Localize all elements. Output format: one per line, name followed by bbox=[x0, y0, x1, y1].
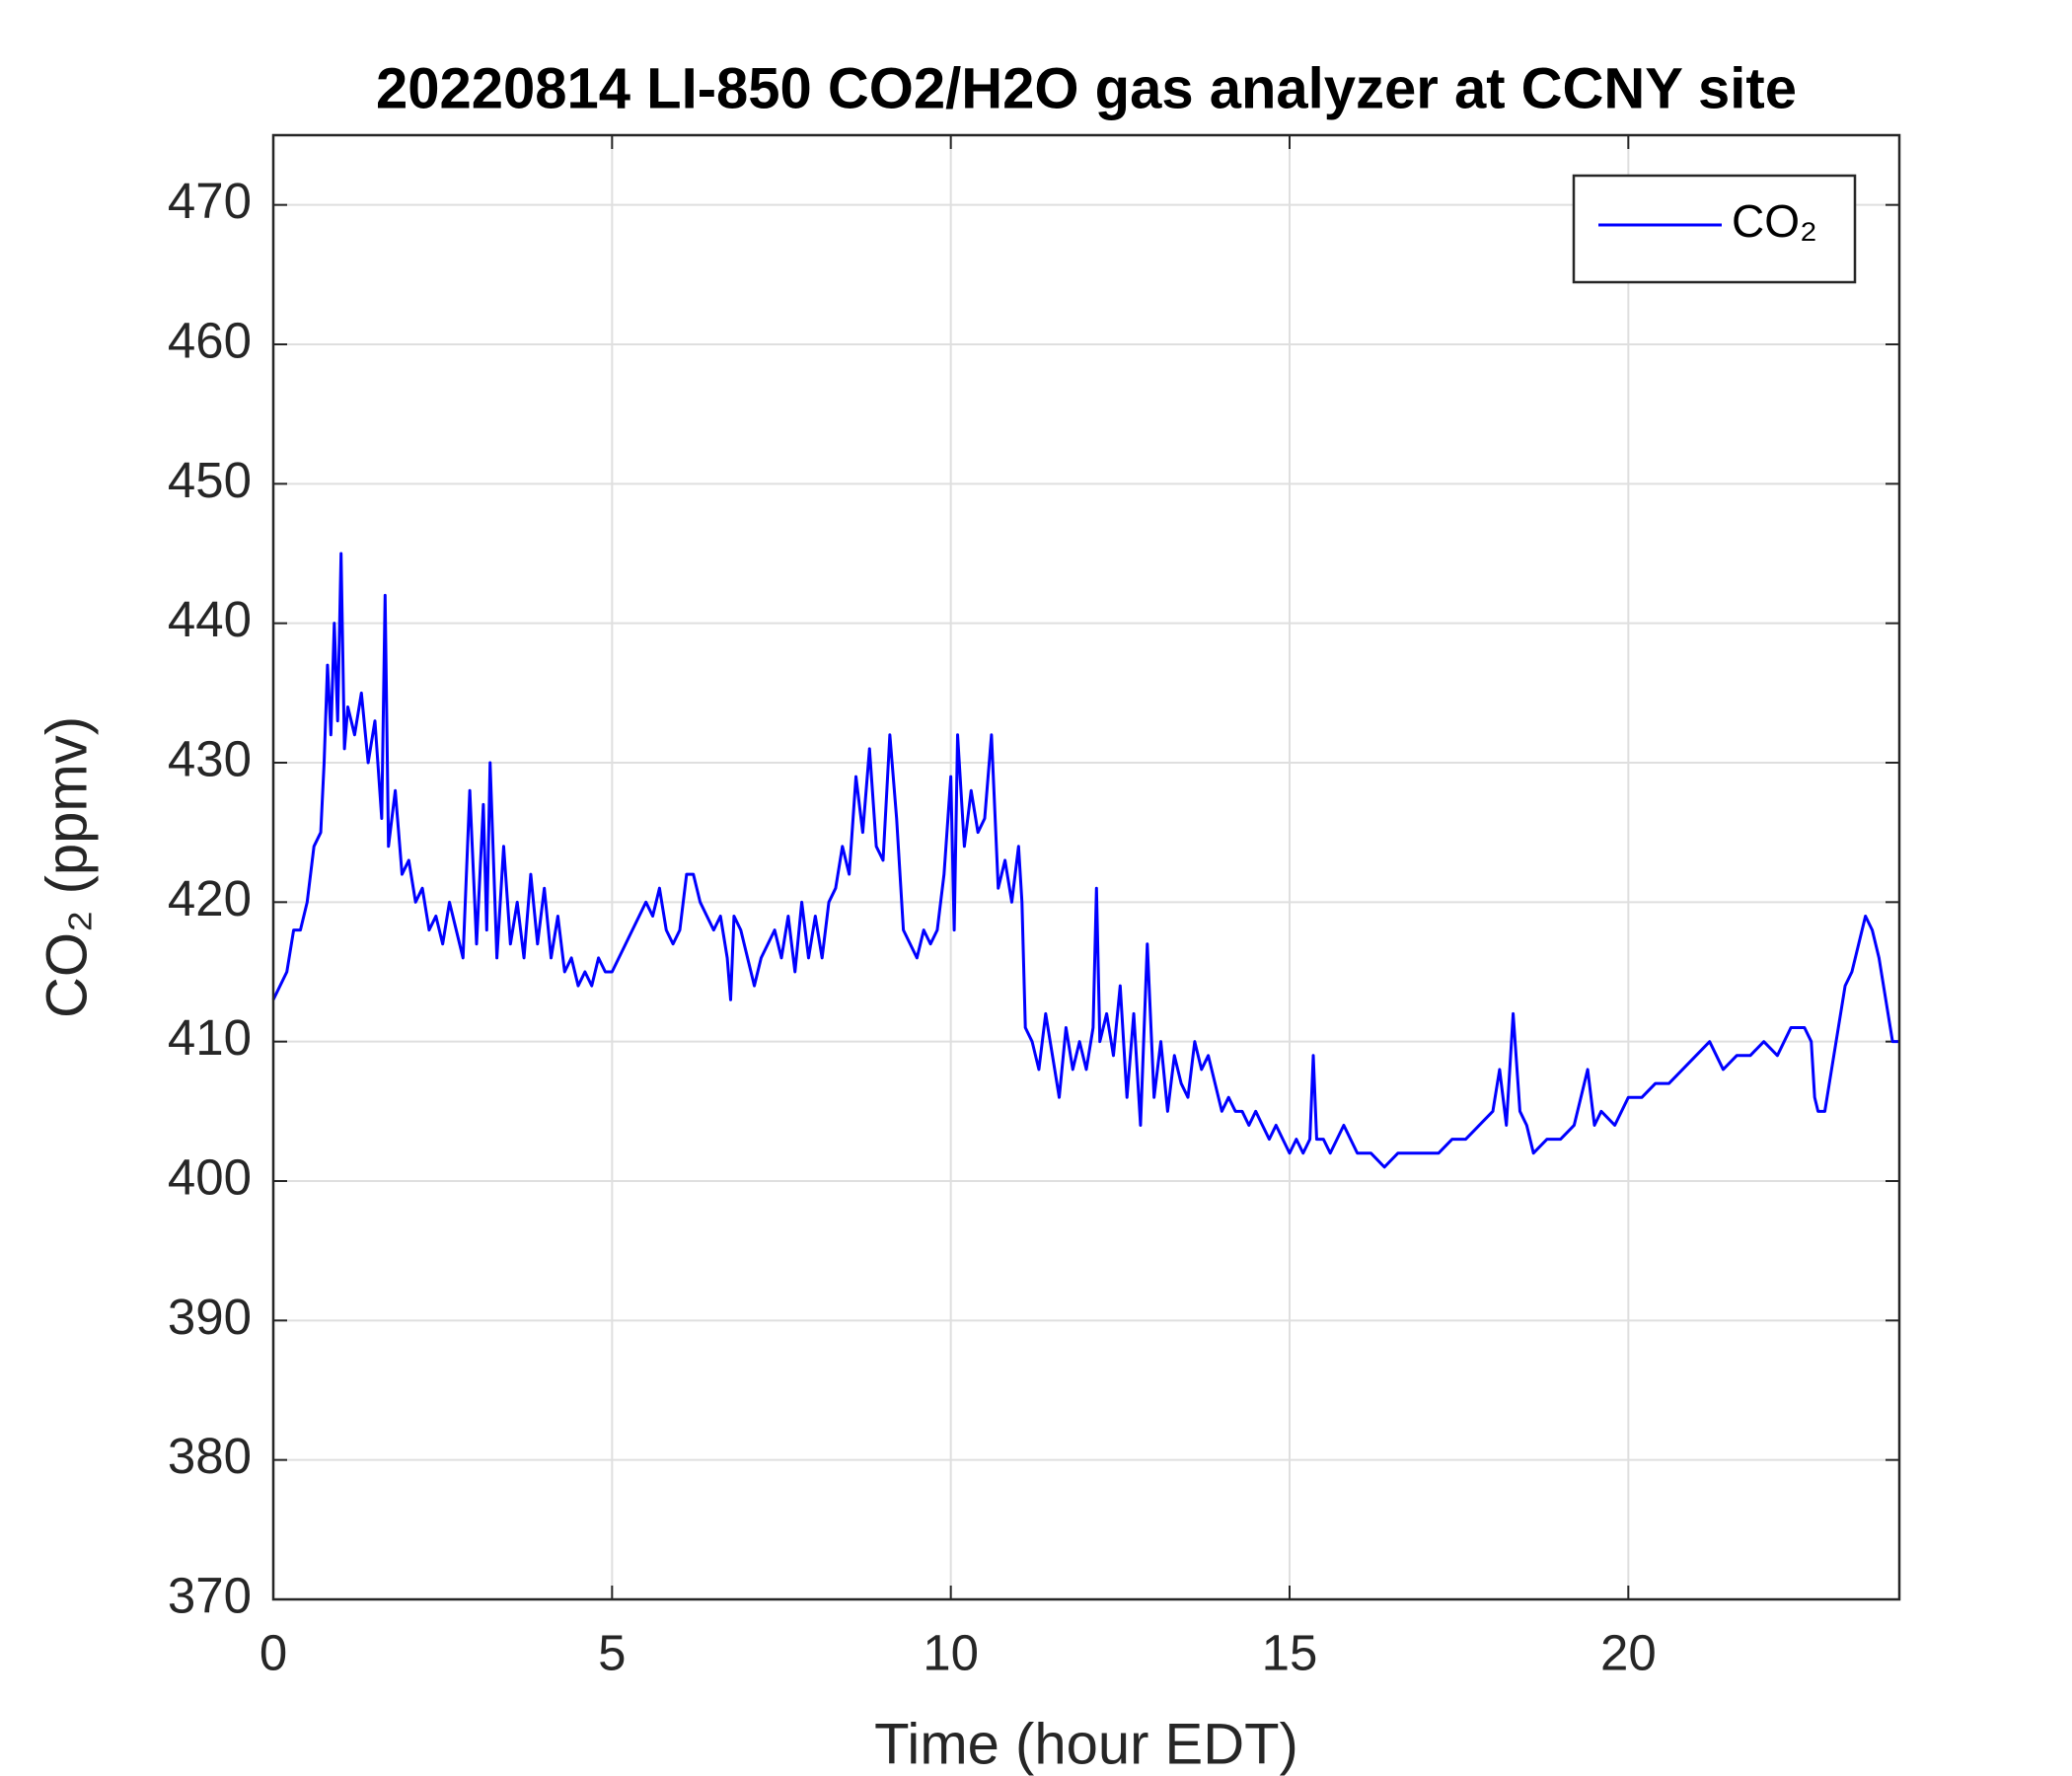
x-tick-label: 5 bbox=[598, 1624, 626, 1680]
y-tick-label: 430 bbox=[168, 730, 252, 786]
data-line bbox=[271, 552, 1899, 1169]
x-axis-label: Time (hour EDT) bbox=[874, 1712, 1298, 1776]
x-tick-label: 0 bbox=[259, 1624, 287, 1680]
x-tick-label: 10 bbox=[923, 1624, 979, 1680]
x-tick-label: 15 bbox=[1262, 1624, 1318, 1680]
y-tick-label: 400 bbox=[168, 1148, 252, 1205]
y-tick-label: 420 bbox=[168, 870, 252, 926]
legend-box bbox=[1572, 174, 1857, 284]
y-tick-label: 470 bbox=[168, 173, 252, 229]
y-tick-label: 440 bbox=[168, 591, 252, 647]
y-tick-label: 380 bbox=[168, 1428, 252, 1484]
y-tick-label: 390 bbox=[168, 1289, 252, 1345]
x-tick-label: 20 bbox=[1600, 1624, 1657, 1680]
y-tick-label: 410 bbox=[168, 1009, 252, 1066]
y-axis-label: CO₂ (ppmv) bbox=[35, 716, 99, 1018]
legend-label: CO₂ bbox=[1732, 195, 1817, 247]
y-tick-label: 370 bbox=[168, 1567, 252, 1623]
y-tick-label: 460 bbox=[168, 312, 252, 368]
y-tick-label: 450 bbox=[168, 452, 252, 508]
plot-frame bbox=[271, 133, 1901, 1601]
chart-title: 20220814 LI-850 CO2/H2O gas analyzer at … bbox=[376, 56, 1797, 120]
